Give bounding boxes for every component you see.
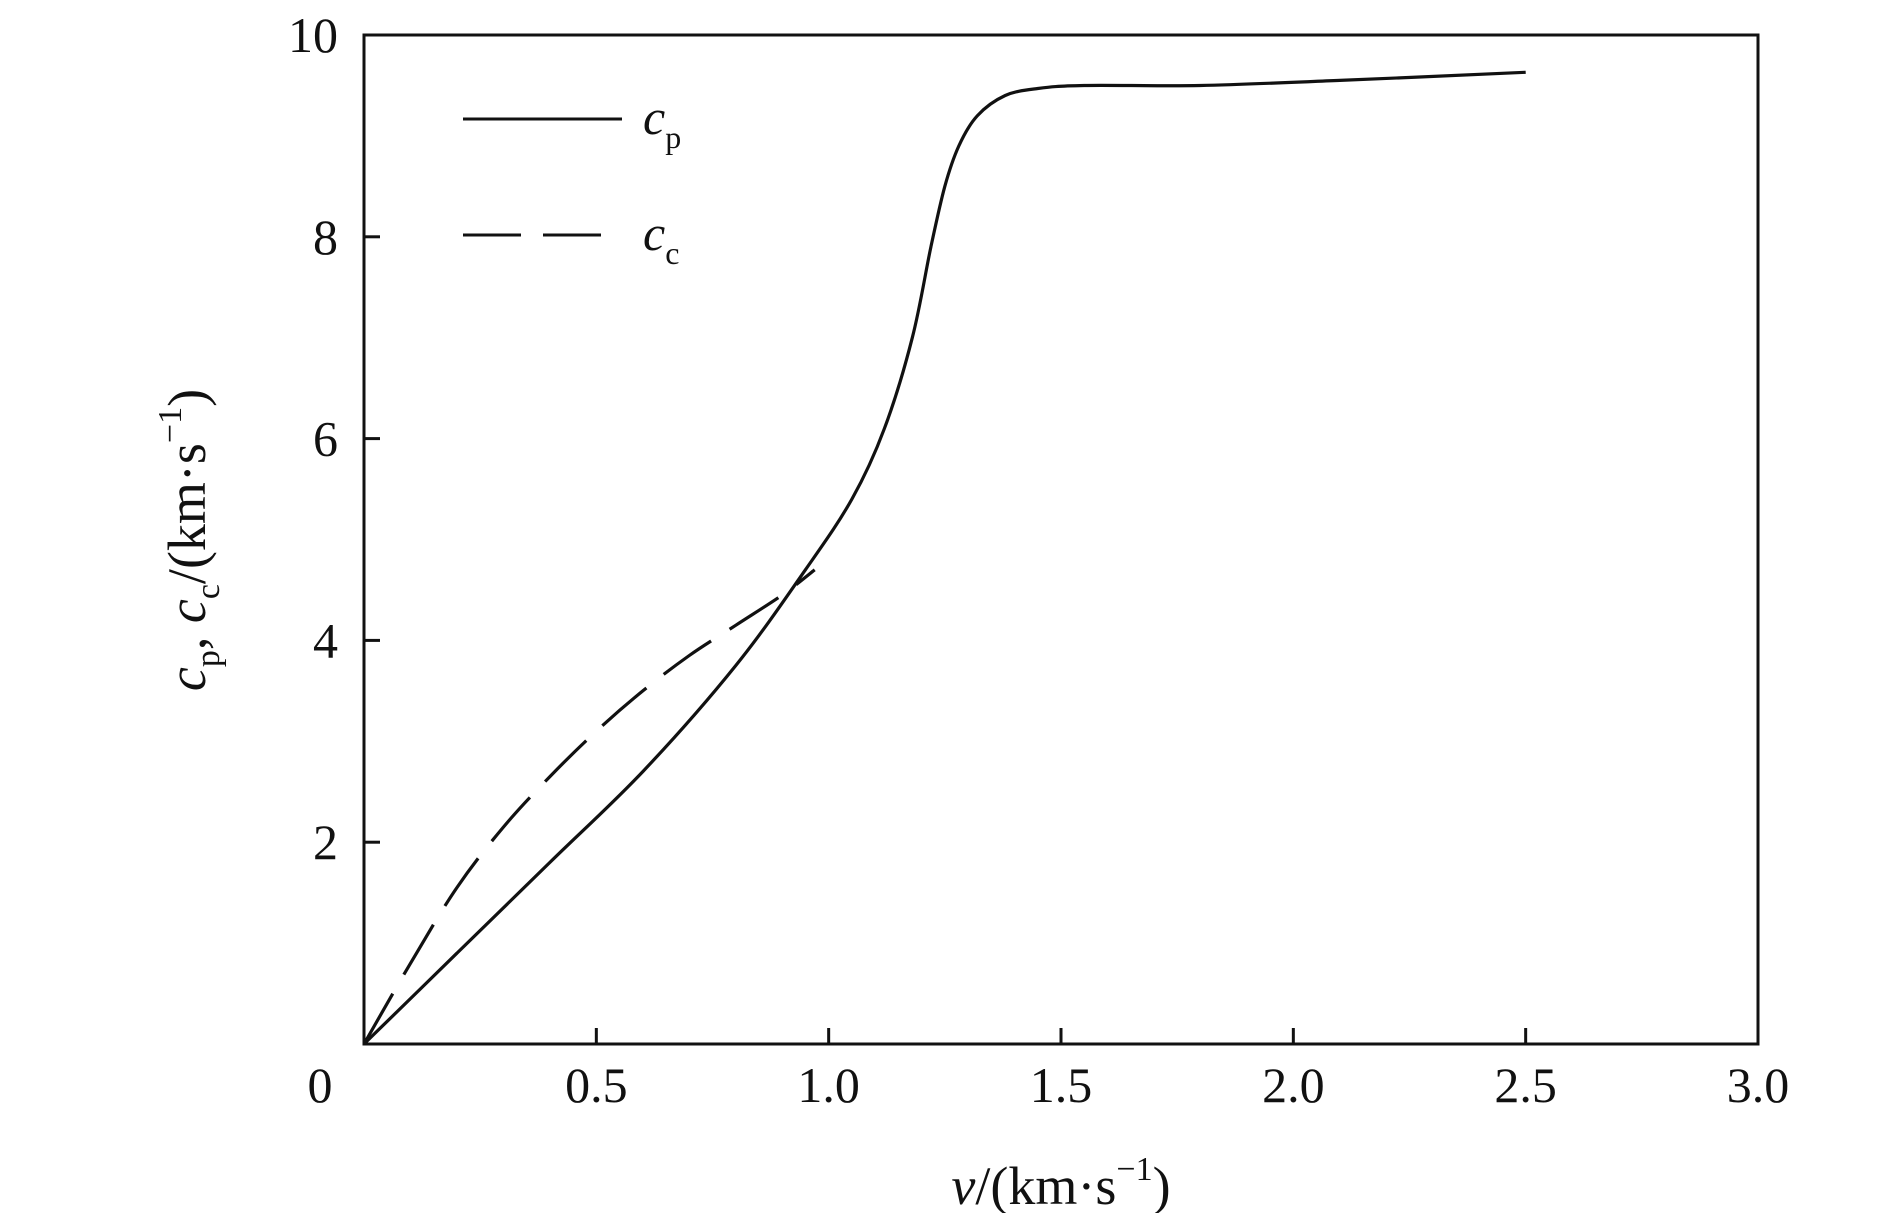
y-axis-title: cp, cc/(km·s−1) — [152, 389, 227, 691]
legend: cp cc — [463, 89, 681, 271]
x-tick-label: 3.0 — [1727, 1057, 1790, 1113]
y-tick-label: 4 — [313, 612, 338, 668]
legend-label-cp: cp — [643, 89, 681, 155]
y-ticks: 2 4 6 8 10 — [288, 7, 380, 870]
legend-label-cc: cc — [643, 205, 679, 271]
x-tick-label: 0.5 — [565, 1057, 628, 1113]
series-layer — [362, 70, 1526, 1046]
x-tick-label: 2.0 — [1262, 1057, 1325, 1113]
y-tick-label: 2 — [313, 814, 338, 870]
x-ticks: 0 0.5 1.0 1.5 2.0 2.5 3.0 — [308, 1028, 1790, 1113]
x-tick-label: 0 — [308, 1057, 333, 1113]
y-tick-label: 10 — [288, 7, 338, 63]
x-tick-label: 1.0 — [797, 1057, 860, 1113]
series-line-cc — [362, 568, 816, 1045]
y-tick-label: 8 — [313, 209, 338, 265]
y-tick-label: 6 — [313, 411, 338, 467]
x-tick-label: 2.5 — [1494, 1057, 1557, 1113]
series-line-cp — [362, 70, 1526, 1046]
x-axis-title: v/(km·s−1) — [951, 1151, 1170, 1213]
x-tick-label: 1.5 — [1030, 1057, 1093, 1113]
plot-frame — [362, 33, 1760, 1046]
